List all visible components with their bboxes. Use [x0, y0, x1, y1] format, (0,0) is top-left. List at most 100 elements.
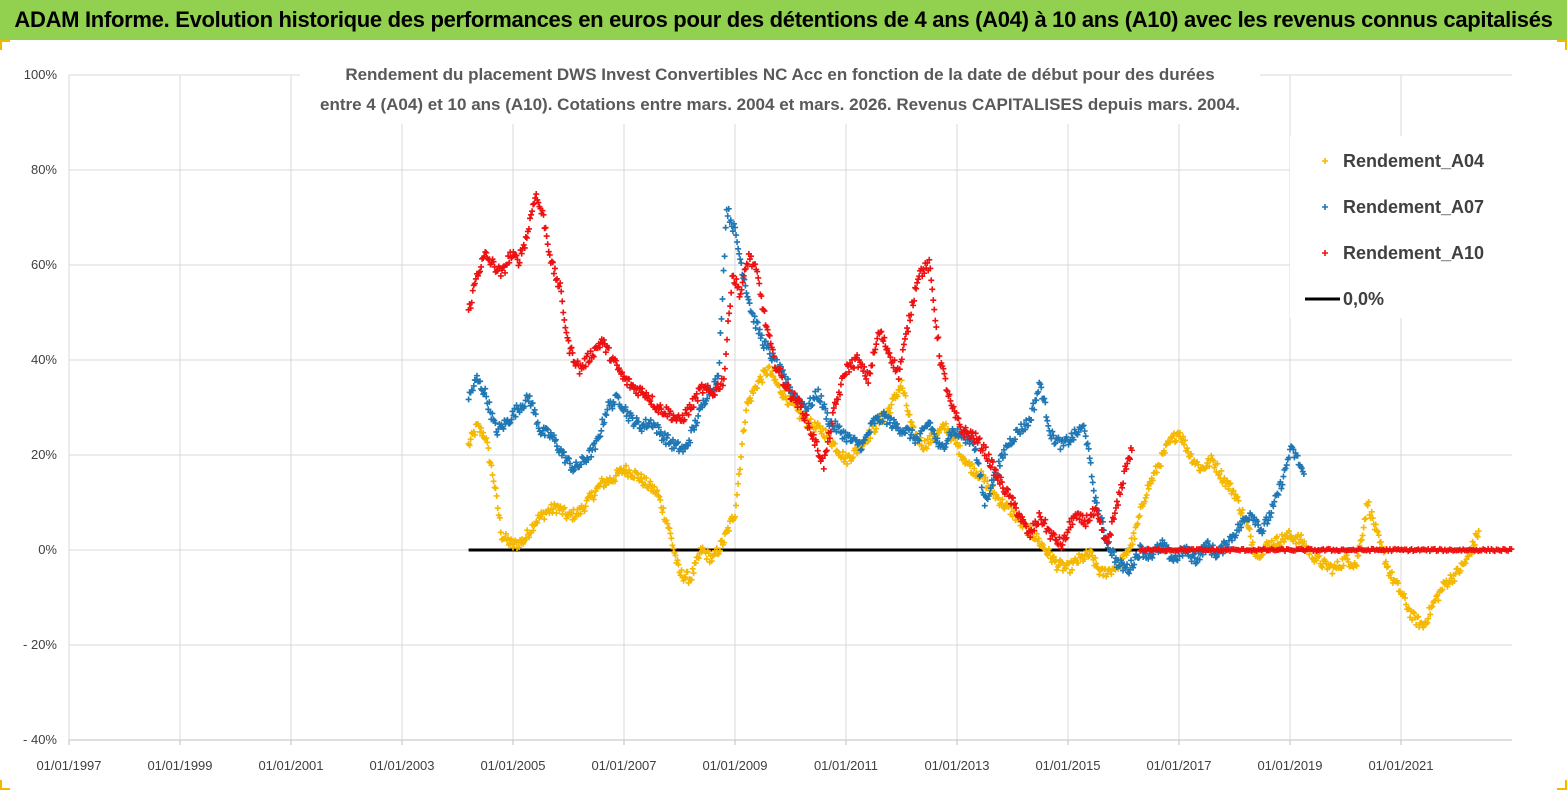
data-point-marker	[821, 401, 828, 408]
data-point-marker	[873, 341, 880, 348]
data-point-marker	[791, 390, 798, 397]
data-point-marker	[642, 416, 649, 423]
data-point-marker	[803, 411, 810, 418]
data-point-marker	[865, 438, 872, 445]
x-tick-label: 01/01/2021	[1368, 758, 1433, 773]
data-point-marker	[470, 382, 477, 389]
data-point-marker	[489, 410, 496, 417]
data-point-marker	[539, 427, 546, 434]
data-point-marker	[1355, 552, 1362, 559]
data-point-marker	[1100, 572, 1107, 579]
data-point-marker	[1474, 533, 1481, 540]
selection-corner-handle[interactable]	[1557, 780, 1567, 790]
data-point-marker	[1127, 566, 1134, 573]
data-point-marker	[751, 313, 758, 320]
data-point-marker	[1364, 502, 1371, 509]
legend-entry-3: Rendement_A10	[1343, 243, 1484, 263]
data-point-marker	[1076, 516, 1083, 523]
data-point-marker	[1429, 603, 1436, 610]
data-point-marker	[1087, 459, 1094, 466]
data-point-marker	[666, 525, 673, 532]
data-point-marker	[1236, 527, 1243, 534]
data-point-marker	[587, 348, 594, 355]
data-point-marker	[901, 335, 908, 342]
data-point-marker	[1130, 564, 1137, 571]
data-point-marker	[609, 405, 616, 412]
data-point-marker	[660, 436, 667, 443]
data-point-marker	[1103, 573, 1110, 580]
data-point-marker	[528, 211, 535, 218]
data-point-marker	[713, 545, 720, 552]
data-point-marker	[720, 375, 727, 382]
data-point-marker	[525, 225, 532, 232]
selection-corner-handle[interactable]	[0, 780, 10, 790]
data-point-marker	[649, 393, 656, 400]
data-point-marker	[739, 279, 746, 286]
data-point-marker	[1129, 541, 1136, 548]
data-point-marker	[1316, 553, 1323, 560]
data-point-marker	[921, 437, 928, 444]
data-point-marker	[506, 259, 513, 266]
data-point-marker	[735, 480, 742, 487]
data-point-marker	[1017, 430, 1024, 437]
data-point-marker	[725, 205, 732, 212]
data-point-marker	[608, 402, 615, 409]
data-point-marker	[1052, 440, 1059, 447]
data-point-marker	[1273, 533, 1280, 540]
data-point-marker	[478, 263, 485, 270]
data-point-marker	[823, 415, 830, 422]
data-point-marker	[1327, 561, 1334, 568]
data-point-marker	[865, 380, 872, 387]
x-tick-label: 01/01/2003	[369, 758, 434, 773]
data-point-marker	[920, 266, 927, 273]
data-point-marker	[1360, 524, 1367, 531]
selection-corner-handle[interactable]	[0, 40, 10, 50]
data-point-marker	[975, 460, 982, 467]
data-point-marker	[1086, 517, 1093, 524]
data-point-marker	[989, 458, 996, 465]
x-tick-label: 01/01/1999	[147, 758, 212, 773]
data-point-marker	[1110, 548, 1117, 555]
data-point-marker	[1081, 556, 1088, 563]
data-point-marker	[986, 490, 993, 497]
data-point-marker	[642, 481, 649, 488]
data-point-marker	[467, 305, 474, 312]
data-point-marker	[670, 445, 677, 452]
data-point-marker	[613, 362, 620, 369]
data-point-marker	[548, 258, 555, 265]
data-point-marker	[756, 280, 763, 287]
data-point-marker	[483, 249, 490, 256]
data-point-marker	[924, 423, 931, 430]
data-point-marker	[673, 440, 680, 447]
data-point-marker	[656, 493, 663, 500]
data-point-marker	[1050, 432, 1057, 439]
data-point-marker	[740, 272, 747, 279]
data-point-marker	[1322, 204, 1328, 210]
data-point-marker	[692, 560, 699, 567]
data-point-marker	[558, 452, 565, 459]
data-point-marker	[833, 428, 840, 435]
data-point-marker	[742, 282, 749, 289]
selection-corner-handle[interactable]	[1557, 40, 1567, 50]
data-point-marker	[1084, 440, 1091, 447]
data-point-marker	[846, 368, 853, 375]
data-point-marker	[690, 404, 697, 411]
data-point-marker	[465, 396, 472, 403]
data-point-marker	[1188, 558, 1195, 565]
data-point-marker	[694, 554, 701, 561]
data-point-marker	[755, 330, 762, 337]
data-point-marker	[883, 346, 890, 353]
data-point-marker	[655, 409, 662, 416]
data-point-marker	[990, 472, 997, 479]
data-point-marker	[850, 454, 857, 461]
data-point-marker	[742, 419, 749, 426]
data-point-marker	[998, 479, 1005, 486]
data-point-marker	[994, 477, 1001, 484]
data-point-marker	[982, 444, 989, 451]
data-point-marker	[744, 261, 751, 268]
data-point-marker	[1111, 510, 1118, 517]
data-point-marker	[1092, 554, 1099, 561]
data-point-marker	[574, 358, 581, 365]
data-point-marker	[675, 561, 682, 568]
data-point-marker	[481, 389, 488, 396]
